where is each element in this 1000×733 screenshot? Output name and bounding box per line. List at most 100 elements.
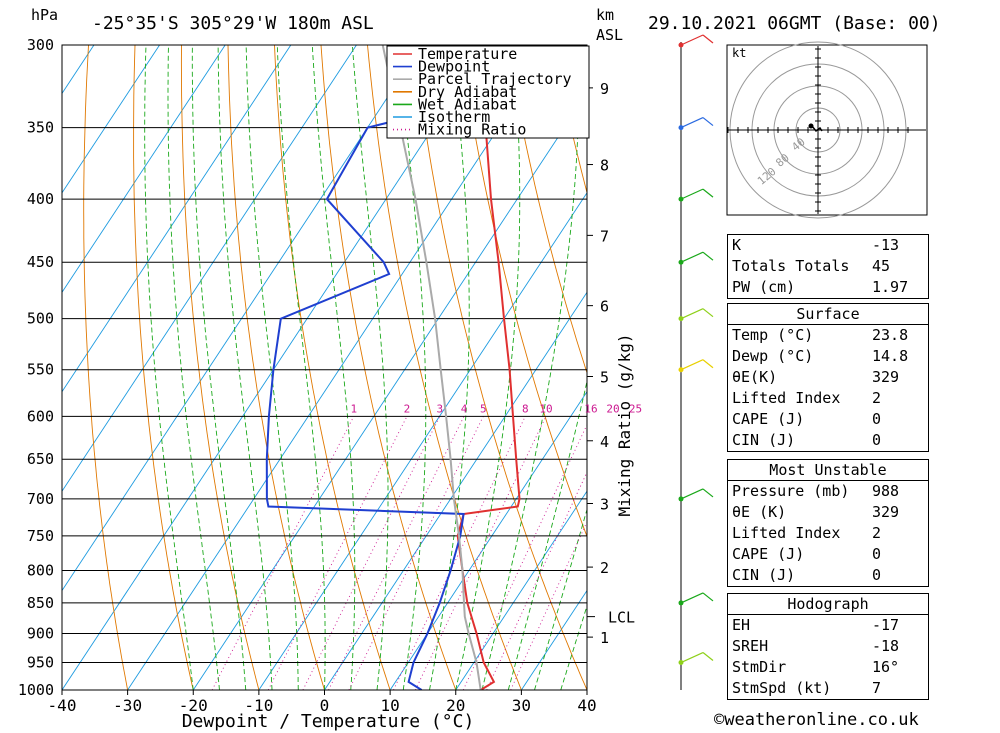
hodograph-storm-marker: [808, 123, 814, 129]
indices-table: K -13 Totals Totals 45 PW (cm) 1.97: [727, 234, 929, 299]
index-row: K -13: [728, 235, 928, 256]
wet-adiabat-line: [481, 45, 580, 690]
height-tick-label: 1: [600, 629, 609, 647]
surface-value: 23.8: [872, 326, 909, 344]
wet-adiabat-line: [276, 45, 326, 690]
pressure-unit: hPa: [31, 6, 58, 24]
dry-adiabat-line: [227, 45, 325, 690]
surface-value: 0: [872, 431, 882, 449]
wet-adiabat-line: [429, 45, 470, 690]
dry-adiabat-line: [460, 45, 587, 538]
wind-barb-flag: [702, 308, 714, 318]
hodograph-unit: kt: [732, 46, 746, 60]
mixing-ratio-label: 3: [437, 402, 444, 415]
mixing-ratio-label: 5: [480, 402, 487, 415]
surface-label: Lifted Index: [732, 389, 841, 407]
index-label: Totals Totals: [732, 257, 850, 275]
wind-barb: [680, 251, 704, 263]
surface-value: 0: [872, 410, 882, 428]
wind-barb: [680, 651, 704, 664]
wet-adiabat-line: [245, 45, 299, 690]
isotherm-line: [62, 45, 226, 294]
isotherm-line: [258, 192, 587, 690]
mixing-ratio-title: Mixing Ratio (g/kg): [615, 333, 634, 516]
pressure-tick-label: 550: [27, 361, 54, 379]
surface-row: θE(K) 329: [728, 367, 928, 388]
pressure-tick-label: 450: [27, 253, 54, 271]
surface-label: CAPE (J): [732, 410, 805, 428]
dry-adiabat-line: [83, 45, 129, 690]
height-tick-label: 7: [600, 227, 609, 245]
x-tick-label: -40: [48, 696, 77, 715]
most-unstable-label: CIN (J): [732, 566, 796, 584]
index-row: PW (cm) 1.97: [728, 277, 928, 298]
wet-adiabat-line: [144, 45, 194, 690]
datetime-title: 29.10.2021 06GMT (Base: 00): [648, 13, 941, 34]
surface-label: θE(K): [732, 368, 778, 386]
wind-marker: [678, 125, 684, 131]
height-tick-label: 2: [600, 559, 609, 577]
x-tick-label: -10: [244, 696, 273, 715]
hodograph-stat-label: StmSpd (kt): [732, 679, 832, 697]
wet-adiabat-line: [398, 45, 427, 690]
index-value: 1.97: [872, 278, 909, 296]
location-title: -25°35'S 305°29'W 180m ASL: [92, 13, 374, 34]
profile-curves: [265, 45, 521, 690]
mixing-ratio-line: [486, 471, 587, 690]
height-unit-asl: ASL: [596, 26, 623, 44]
most-unstable-value: 2: [872, 524, 882, 542]
height-tick-label: 3: [600, 495, 609, 513]
wet-adiabat-line: [217, 45, 273, 690]
isotherm-line: [62, 45, 489, 690]
legend-box: [386, 45, 590, 139]
most-unstable-table: Most Unstable Pressure (mb) 988 θE (K) 329 L…: [727, 459, 929, 587]
most-unstable-value: 329: [872, 503, 900, 521]
wind-barb: [680, 308, 704, 320]
surface-row: Dewp (°C) 14.8: [728, 346, 928, 367]
most-unstable-row: θE (K) 329: [728, 502, 928, 523]
mixing-ratio-label: 25: [629, 402, 642, 415]
dry-adiabat-line: [919, 27, 1000, 690]
pressure-tick-label: 700: [27, 490, 54, 508]
hodograph-stat-label: StmDir: [732, 658, 787, 676]
most-unstable-title: Most Unstable: [728, 460, 928, 481]
wind-barb-flag: [702, 251, 714, 261]
dry-adiabat-line: [133, 45, 194, 690]
hodograph-stat-value: -18: [872, 637, 900, 655]
wind-marker: [678, 316, 684, 322]
hodograph-stat-row: StmSpd (kt) 7: [728, 678, 928, 699]
most-unstable-value: 988: [872, 482, 900, 500]
wind-barb: [680, 188, 704, 200]
wind-barb-flag: [702, 488, 714, 498]
wind-marker: [678, 600, 684, 606]
hodograph-stat-value: -17: [872, 616, 900, 634]
most-unstable-label: CAPE (J): [732, 545, 805, 563]
pressure-tick-label: 750: [27, 527, 54, 545]
most-unstable-row: CIN (J) 0: [728, 565, 928, 586]
x-tick-label: 20: [446, 696, 465, 715]
mixing-ratio-line: [211, 416, 355, 690]
wet-adiabat-line: [507, 379, 587, 690]
mixing-ratio-line: [267, 416, 408, 690]
hodograph-stat-value: 7: [872, 679, 882, 697]
x-tick-label: 0: [320, 696, 330, 715]
x-tick-label: -20: [179, 696, 208, 715]
surface-value: 329: [872, 368, 900, 386]
surface-title: Surface: [728, 304, 928, 325]
isotherm-line: [324, 291, 587, 690]
wind-marker: [678, 259, 684, 265]
mixing-ratio-label: 1: [351, 402, 358, 415]
x-tick-label: 40: [577, 696, 596, 715]
wet-adiabat-line: [311, 45, 356, 690]
most-unstable-value: 0: [872, 545, 882, 563]
parcel-trajectory-curve: [381, 45, 482, 690]
wind-barb-flag: [702, 117, 714, 127]
isotherm-line: [0, 45, 28, 690]
hodograph-stat-row: EH -17: [728, 615, 928, 636]
pressure-tick-label: 950: [27, 654, 54, 672]
axis-labels: 1 2 3 4 5 8 10 16 20 2530035040045050055060065070…: [18, 36, 642, 715]
wet-adiabat-line: [191, 45, 247, 690]
wet-adiabat-line: [455, 45, 521, 690]
isotherm-line: [127, 45, 554, 690]
surface-table: Surface Temp (°C) 23.8 Dewp (°C) 14.8 θE(K) 3…: [727, 303, 929, 452]
